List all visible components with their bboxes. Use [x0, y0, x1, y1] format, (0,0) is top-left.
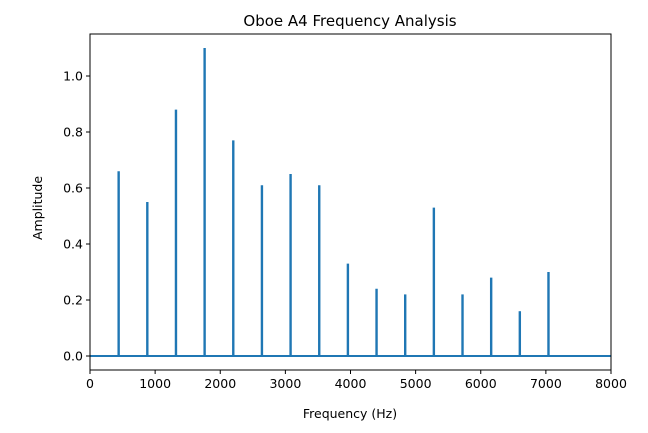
- y-tick-label-0: 0.0: [63, 349, 83, 364]
- x-tick-label-5000: 5000: [400, 376, 432, 391]
- y-tick-label-0.4: 0.4: [63, 237, 83, 252]
- y-tick-label-0.6: 0.6: [63, 181, 83, 196]
- x-tick-label-4000: 4000: [335, 376, 367, 391]
- x-tick-label-3000: 3000: [269, 376, 301, 391]
- plot-frame: [90, 34, 611, 370]
- x-axis-label: Frequency (Hz): [303, 406, 397, 421]
- y-tick-label-1: 1.0: [63, 69, 83, 84]
- x-tick-label-2000: 2000: [204, 376, 236, 391]
- x-tick-label-0: 0: [86, 376, 94, 391]
- x-tick-label-6000: 6000: [465, 376, 497, 391]
- plot-area: 0 1000 2000 3000 4000 5000 6000 7000 8000 0.0 0.2 0…: [63, 34, 627, 391]
- y-tick-label-0.2: 0.2: [63, 293, 83, 308]
- y-axis-label: Amplitude: [30, 176, 45, 240]
- x-tick-label-1000: 1000: [139, 376, 171, 391]
- y-tick-label-0.8: 0.8: [63, 125, 83, 140]
- chart-title: Oboe A4 Frequency Analysis: [243, 12, 456, 30]
- x-tick-label-8000: 8000: [595, 376, 627, 391]
- x-tick-label-7000: 7000: [530, 376, 562, 391]
